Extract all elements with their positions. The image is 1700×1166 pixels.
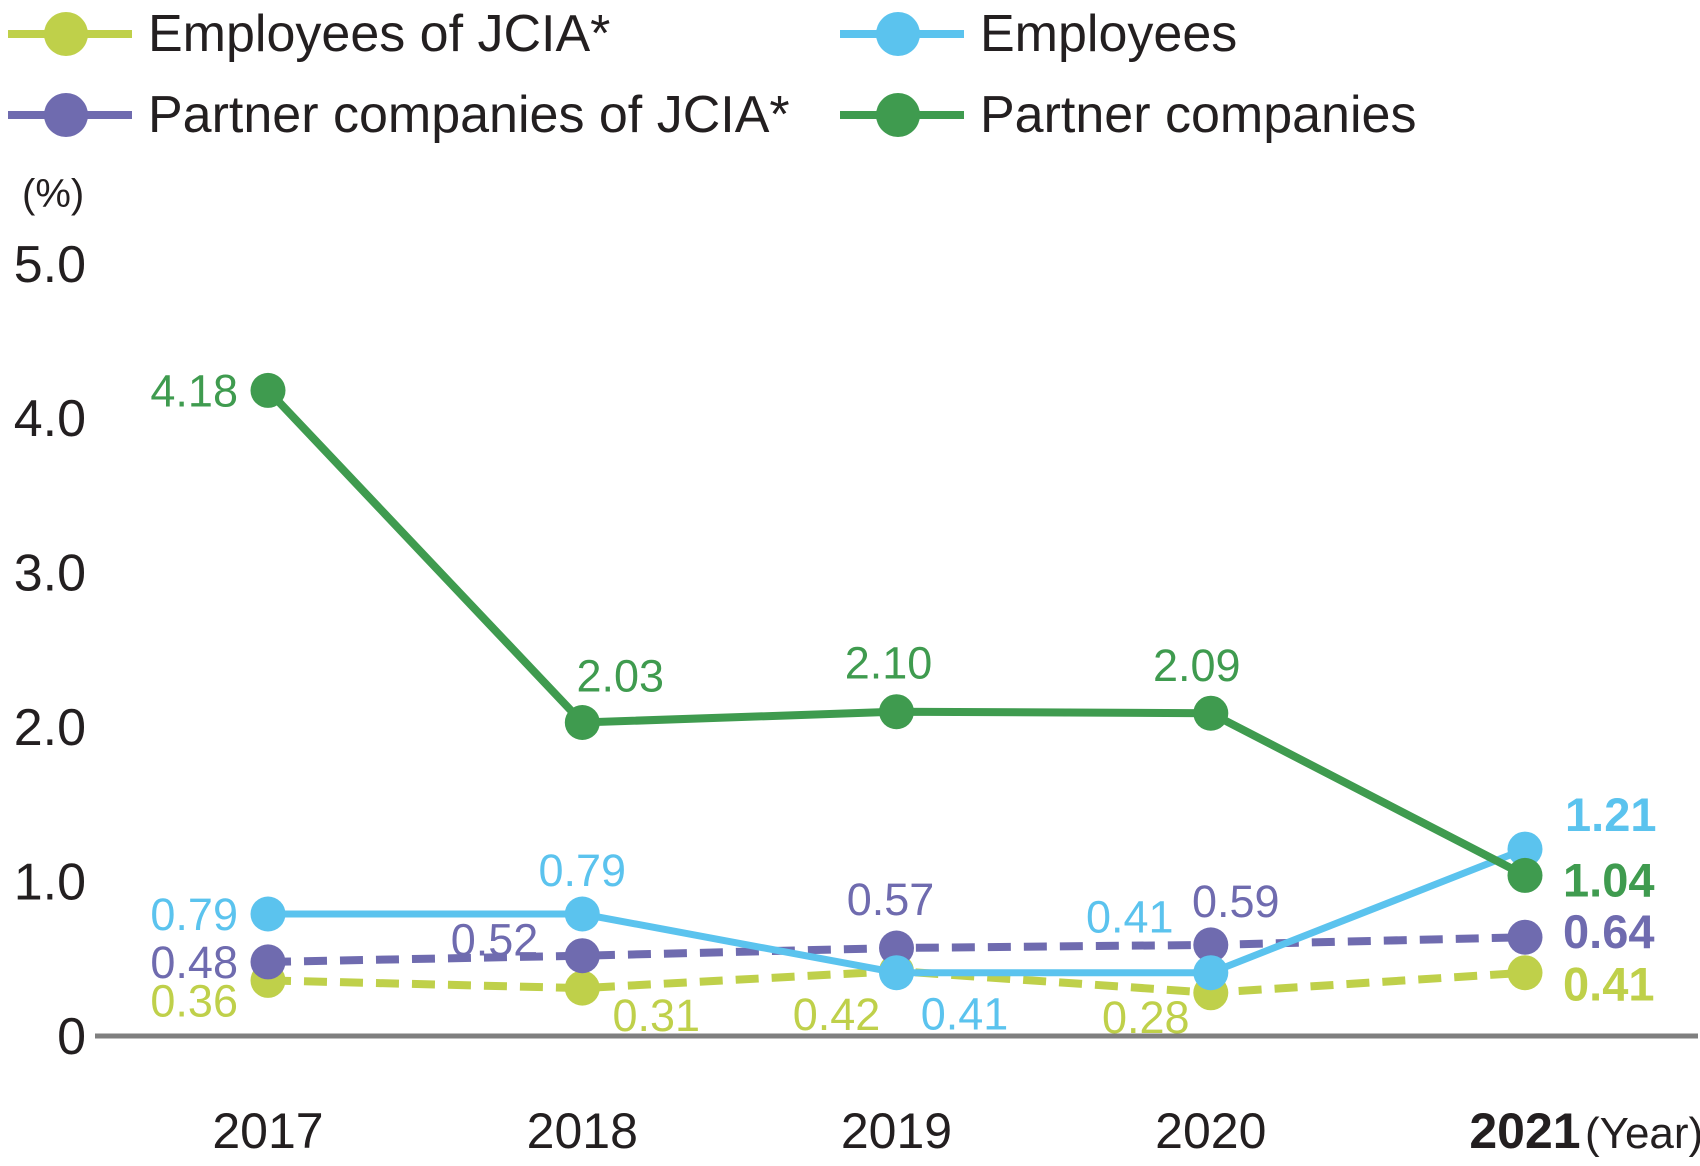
- series-1: [250, 919, 1543, 980]
- data-label: 2.10: [845, 638, 933, 689]
- series-line: [265, 387, 1527, 879]
- data-point: [564, 705, 600, 740]
- y-tick-label: 3.0: [14, 545, 86, 603]
- data-point: [1193, 927, 1229, 963]
- legend-marker-icon: [8, 93, 132, 137]
- data-point: [1193, 695, 1229, 731]
- data-label: 0.31: [613, 990, 701, 1041]
- data-point: [250, 896, 286, 932]
- data-point: [1507, 831, 1543, 867]
- data-point: [1507, 919, 1543, 955]
- legend-label: Partner companies: [980, 86, 1417, 144]
- legend-marker-icon: [840, 12, 964, 56]
- legend-label: Employees: [980, 5, 1238, 63]
- x-axis-unit-label: (Year): [1585, 1109, 1700, 1158]
- y-tick-label: 1.0: [14, 854, 86, 912]
- data-point: [1193, 955, 1229, 991]
- legend-item-partner-companies-of-jcia: Partner companies of JCIA*: [8, 81, 790, 149]
- data-point: [564, 938, 600, 974]
- data-label: 0.59: [1192, 876, 1280, 927]
- y-tick-label: 2.0: [14, 699, 86, 757]
- legend-marker-icon: [840, 93, 964, 137]
- data-label: 0.64: [1563, 905, 1654, 958]
- data-label: 0.28: [1102, 992, 1190, 1043]
- data-label: 0.48: [150, 937, 238, 988]
- x-tick-label: 2020: [1155, 1103, 1266, 1159]
- data-point: [250, 372, 286, 408]
- y-tick-label: 4.0: [14, 390, 86, 448]
- data-label: 0.41: [1086, 892, 1174, 943]
- legend-item-employees: Employees: [840, 0, 1237, 68]
- data-point: [879, 955, 914, 991]
- legend-label: Partner companies of JCIA*: [148, 86, 790, 144]
- series-3: [250, 372, 1543, 893]
- y-tick-label: 0: [57, 1008, 86, 1066]
- data-label: 0.52: [451, 915, 539, 966]
- data-point: [564, 896, 600, 932]
- data-label: 1.21: [1565, 788, 1656, 841]
- data-label: 2.09: [1153, 640, 1241, 691]
- data-label: 0.79: [539, 845, 627, 896]
- data-label: 4.18: [150, 365, 238, 416]
- data-label: 0.79: [150, 889, 238, 940]
- x-tick-label: 2018: [527, 1103, 638, 1159]
- x-tick-label: 2017: [212, 1103, 323, 1159]
- data-label: 0.42: [793, 989, 881, 1040]
- data-label: 0.41: [1563, 958, 1654, 1011]
- legend-marker-icon: [8, 12, 132, 56]
- x-tick-label: 2019: [841, 1103, 952, 1159]
- data-label: 1.04: [1563, 853, 1654, 906]
- data-point: [564, 970, 600, 1006]
- data-label: 0.57: [847, 874, 935, 925]
- legend-item-employees-of-jcia: Employees of JCIA*: [8, 0, 610, 68]
- data-point: [1507, 857, 1543, 893]
- y-axis-unit-label: (%): [22, 172, 84, 216]
- legend-label: Employees of JCIA*: [148, 5, 611, 63]
- data-label: 2.03: [577, 651, 665, 702]
- series-2: [250, 831, 1543, 991]
- x-tick-label: 2021: [1469, 1103, 1580, 1159]
- data-label: 0.36: [150, 975, 238, 1026]
- data-label: 0.41: [921, 989, 1009, 1040]
- data-point: [250, 944, 286, 980]
- legend-item-partner-companies: Partner companies: [840, 81, 1416, 149]
- data-point: [879, 930, 914, 966]
- data-point: [879, 694, 914, 730]
- data-point: [1507, 955, 1543, 991]
- y-tick-label: 5.0: [14, 236, 86, 294]
